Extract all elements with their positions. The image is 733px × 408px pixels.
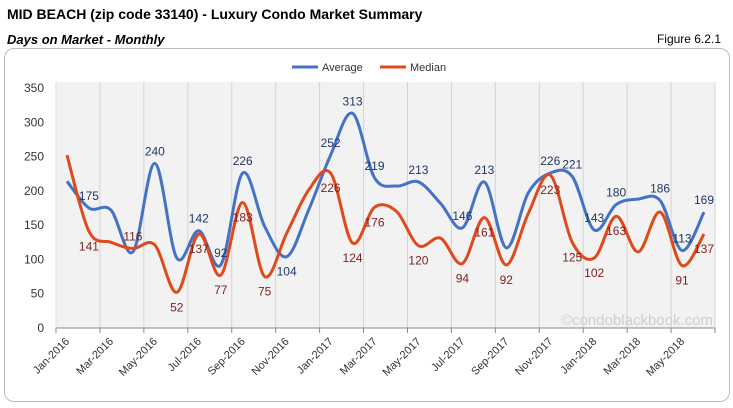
x-tick-label: Sep-2016 <box>206 336 248 378</box>
page-title: MID BEACH (zip code 33140) - Luxury Cond… <box>7 6 423 22</box>
x-tick-label: Jan-2017 <box>295 336 336 377</box>
data-label: 91 <box>675 274 689 288</box>
data-label: 213 <box>408 163 428 177</box>
x-tick-label: Jan-2016 <box>31 336 72 377</box>
data-label: 75 <box>258 285 272 299</box>
data-label: 223 <box>540 183 560 197</box>
x-tick-label: May-2018 <box>644 336 687 379</box>
data-label: 176 <box>365 215 385 229</box>
data-label: 102 <box>584 266 604 280</box>
x-tick-label: Jan-2018 <box>558 336 599 377</box>
data-label: 94 <box>456 272 470 286</box>
data-label: 141 <box>79 239 99 253</box>
x-tick-label: Mar-2016 <box>74 336 116 378</box>
data-label: 213 <box>474 163 494 177</box>
y-tick-label: 250 <box>24 150 44 164</box>
data-label: 180 <box>606 186 626 200</box>
data-label: 77 <box>214 283 228 297</box>
series-line-average <box>65 111 706 268</box>
data-label: 219 <box>365 159 385 173</box>
figure-number: Figure 6.2.1 <box>656 32 721 46</box>
y-tick-label: 50 <box>31 287 45 301</box>
watermark: ©condoblackbook.com <box>561 312 713 329</box>
data-label: 142 <box>189 212 209 226</box>
data-label: 120 <box>408 254 428 268</box>
data-label: 143 <box>584 211 604 225</box>
data-label: 163 <box>606 224 626 238</box>
x-tick-label: Mar-2017 <box>338 336 380 378</box>
data-label: 146 <box>452 209 472 223</box>
y-tick-label: 0 <box>37 321 44 335</box>
data-label: 221 <box>562 157 582 171</box>
data-label: 226 <box>321 181 341 195</box>
x-tick-label: May-2016 <box>117 336 160 379</box>
x-tick-label: Jul-2016 <box>166 336 204 374</box>
data-label: 313 <box>343 94 363 108</box>
data-label: 137 <box>189 242 209 256</box>
y-tick-label: 200 <box>24 184 44 198</box>
data-label: 125 <box>562 250 582 264</box>
y-tick-label: 350 <box>24 81 44 95</box>
data-label: 113 <box>672 232 691 246</box>
data-label: 92 <box>214 246 228 260</box>
x-tick-label: Mar-2018 <box>601 336 643 378</box>
x-tick-label: Nov-2016 <box>250 336 292 378</box>
data-label: 175 <box>79 189 99 203</box>
data-label: 161 <box>474 226 494 240</box>
y-tick-label: 300 <box>24 115 44 129</box>
data-label: 226 <box>540 154 560 168</box>
series-line-median <box>65 154 706 294</box>
legend-label: Average <box>322 62 363 74</box>
x-tick-label: Nov-2017 <box>513 336 555 378</box>
x-tick-label: Sep-2017 <box>469 336 511 378</box>
data-label: 252 <box>321 136 341 150</box>
data-label: 186 <box>650 181 670 195</box>
data-label: 226 <box>233 154 253 168</box>
data-label: 137 <box>694 242 714 256</box>
data-label: 124 <box>343 251 363 265</box>
data-label: 104 <box>277 265 297 279</box>
data-label: 169 <box>694 193 714 207</box>
data-label: 240 <box>145 144 165 158</box>
x-tick-label: Jul-2017 <box>429 336 467 374</box>
x-tick-label: May-2017 <box>380 336 423 379</box>
legend-label: Median <box>410 62 446 74</box>
chart-subtitle: Days on Market - Monthly <box>7 32 165 47</box>
data-label: 183 <box>233 211 253 225</box>
data-label: 116 <box>123 229 142 243</box>
y-tick-label: 150 <box>24 218 44 232</box>
data-label: 52 <box>170 300 184 314</box>
y-tick-label: 100 <box>24 252 44 266</box>
data-label: 92 <box>500 273 514 287</box>
